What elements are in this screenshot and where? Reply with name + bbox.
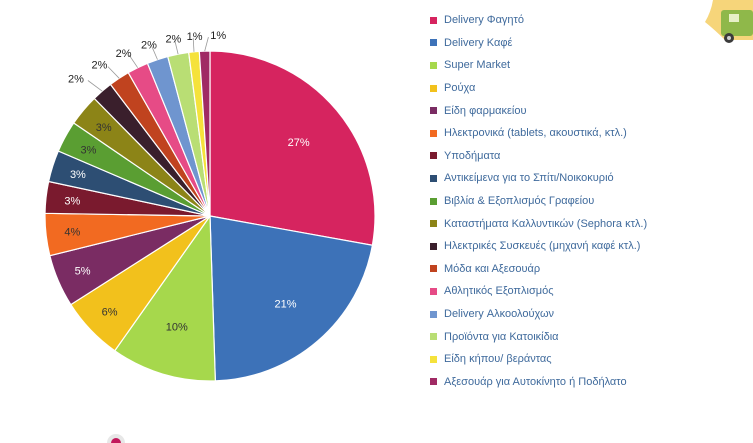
slice-label: 1%: [210, 30, 226, 42]
legend-label: Super Market: [444, 59, 511, 72]
legend-swatch: [430, 265, 437, 273]
legend-swatch: [430, 16, 437, 24]
legend-swatch: [430, 197, 437, 205]
slice-label: 4%: [64, 227, 80, 239]
legend-swatch: [430, 242, 437, 250]
legend-swatch: [430, 61, 437, 69]
legend-label: Μόδα και Αξεσουάρ: [444, 262, 541, 275]
leader-line: [192, 37, 195, 52]
legend-item: Ηλεκτρικές Συσκευές (μηχανή καφέ κτλ.): [430, 235, 647, 258]
legend-swatch: [430, 333, 437, 341]
pie-slice: [113, 214, 216, 382]
legend-label: Ηλεκτρονικά (tablets, ακουστικά, κτλ.): [444, 127, 627, 140]
legend-label: Delivery Καφέ: [444, 36, 513, 49]
legend-item: Είδη κήπου/ βεράντας: [430, 348, 647, 371]
slice-label: 3%: [70, 169, 86, 181]
legend-swatch: [430, 129, 437, 137]
legend-item: Delivery Φαγητό: [430, 9, 647, 32]
legend-item: Μόδα και Αξεσουάρ: [430, 258, 647, 281]
slice-labels: 27% 21% 10% 6% 5% 4% 3% 3% 3% 3% 2% 2% 2% 2% 2% 1% 1%: [64, 30, 309, 334]
slice-label: 6%: [102, 307, 118, 319]
legend-label: Αθλητικός Εξοπλισμός: [444, 285, 554, 298]
legend-item: Καταστήματα Καλλυντικών (Sephora κτλ.): [430, 212, 647, 235]
legend-swatch: [430, 287, 437, 295]
slice-label: 2%: [68, 74, 84, 86]
slice-label: 5%: [75, 266, 91, 278]
legend-label: Delivery Αλκοολούχων: [444, 308, 555, 321]
legend-label: Βιβλία & Εξοπλισμός Γραφείου: [444, 195, 595, 208]
slice-label: 2%: [92, 60, 108, 72]
legend-swatch: [430, 39, 437, 47]
legend-item: Super Market: [430, 54, 647, 77]
legend-label: Είδη κήπου/ βεράντας: [444, 353, 552, 366]
legend-item: Ρούχα: [430, 77, 647, 100]
leader-line: [87, 80, 103, 92]
legend-label: Αντικείμενα για το Σπίτι/Νοικοκυριό: [444, 172, 614, 185]
legend-item: Αξεσουάρ για Αυτοκίνητο ή Ποδήλατο: [430, 371, 647, 394]
legend-swatch: [430, 107, 437, 115]
legend-item: Delivery Καφέ: [430, 32, 647, 55]
legend-label: Ρούχα: [444, 82, 476, 95]
legend-label: Ηλεκτρικές Συσκευές (μηχανή καφέ κτλ.): [444, 240, 641, 253]
legend-swatch: [430, 174, 437, 182]
leader-line: [174, 40, 179, 55]
slice-label: 10%: [166, 322, 188, 334]
leader-line: [204, 36, 209, 52]
pie-slice: [209, 215, 374, 382]
legend-label: Υποδήματα: [444, 149, 501, 162]
leader-line: [128, 54, 139, 68]
legend-label: Είδη φαρμακείου: [444, 104, 527, 117]
slice-label: 2%: [165, 33, 181, 45]
legend-item: Προϊόντα για Κατοικίδια: [430, 325, 647, 348]
slice-label: 3%: [96, 122, 112, 134]
slice-label: 3%: [81, 144, 97, 156]
legend-label: Καταστήματα Καλλυντικών (Sephora κτλ.): [444, 217, 648, 230]
pie-slice: [209, 50, 376, 246]
leader-line: [151, 46, 158, 60]
legend-label: Προϊόντα για Κατοικίδια: [444, 330, 559, 343]
legend-item: Ηλεκτρονικά (tablets, ακουστικά, κτλ.): [430, 122, 647, 145]
legend-item: Υποδήματα: [430, 145, 647, 168]
legend-label: Αξεσουάρ για Αυτοκίνητο ή Ποδήλατο: [444, 375, 627, 388]
legend-swatch: [430, 310, 437, 318]
legend-item: Αθλητικός Εξοπλισμός: [430, 280, 647, 303]
legend-swatch: [430, 378, 437, 386]
slice-label: 21%: [274, 298, 296, 310]
slice-label: 2%: [141, 39, 157, 51]
legend-swatch: [430, 220, 437, 228]
leader-line: [107, 66, 120, 79]
legend-swatch: [430, 152, 437, 160]
legend-item: Είδη φαρμακείου: [430, 99, 647, 122]
slice-label: 2%: [116, 48, 132, 60]
legend-item: Delivery Αλκοολούχων: [430, 303, 647, 326]
logo-icon: [107, 434, 125, 443]
pie-slices: [44, 50, 376, 382]
legend-label: Delivery Φαγητό: [444, 14, 525, 27]
legend-swatch: [430, 84, 437, 92]
legend-item: Αντικείμενα για το Σπίτι/Νοικοκυριό: [430, 167, 647, 190]
slice-label: 3%: [64, 195, 80, 207]
delivery-truck-icon: [705, 0, 753, 43]
slice-label: 1%: [187, 31, 203, 43]
chart-legend: Delivery Φαγητό Delivery Καφέ Super Market…: [430, 9, 647, 393]
slice-label: 27%: [288, 137, 310, 149]
legend-item: Βιβλία & Εξοπλισμός Γραφείου: [430, 190, 647, 213]
legend-swatch: [430, 355, 437, 363]
